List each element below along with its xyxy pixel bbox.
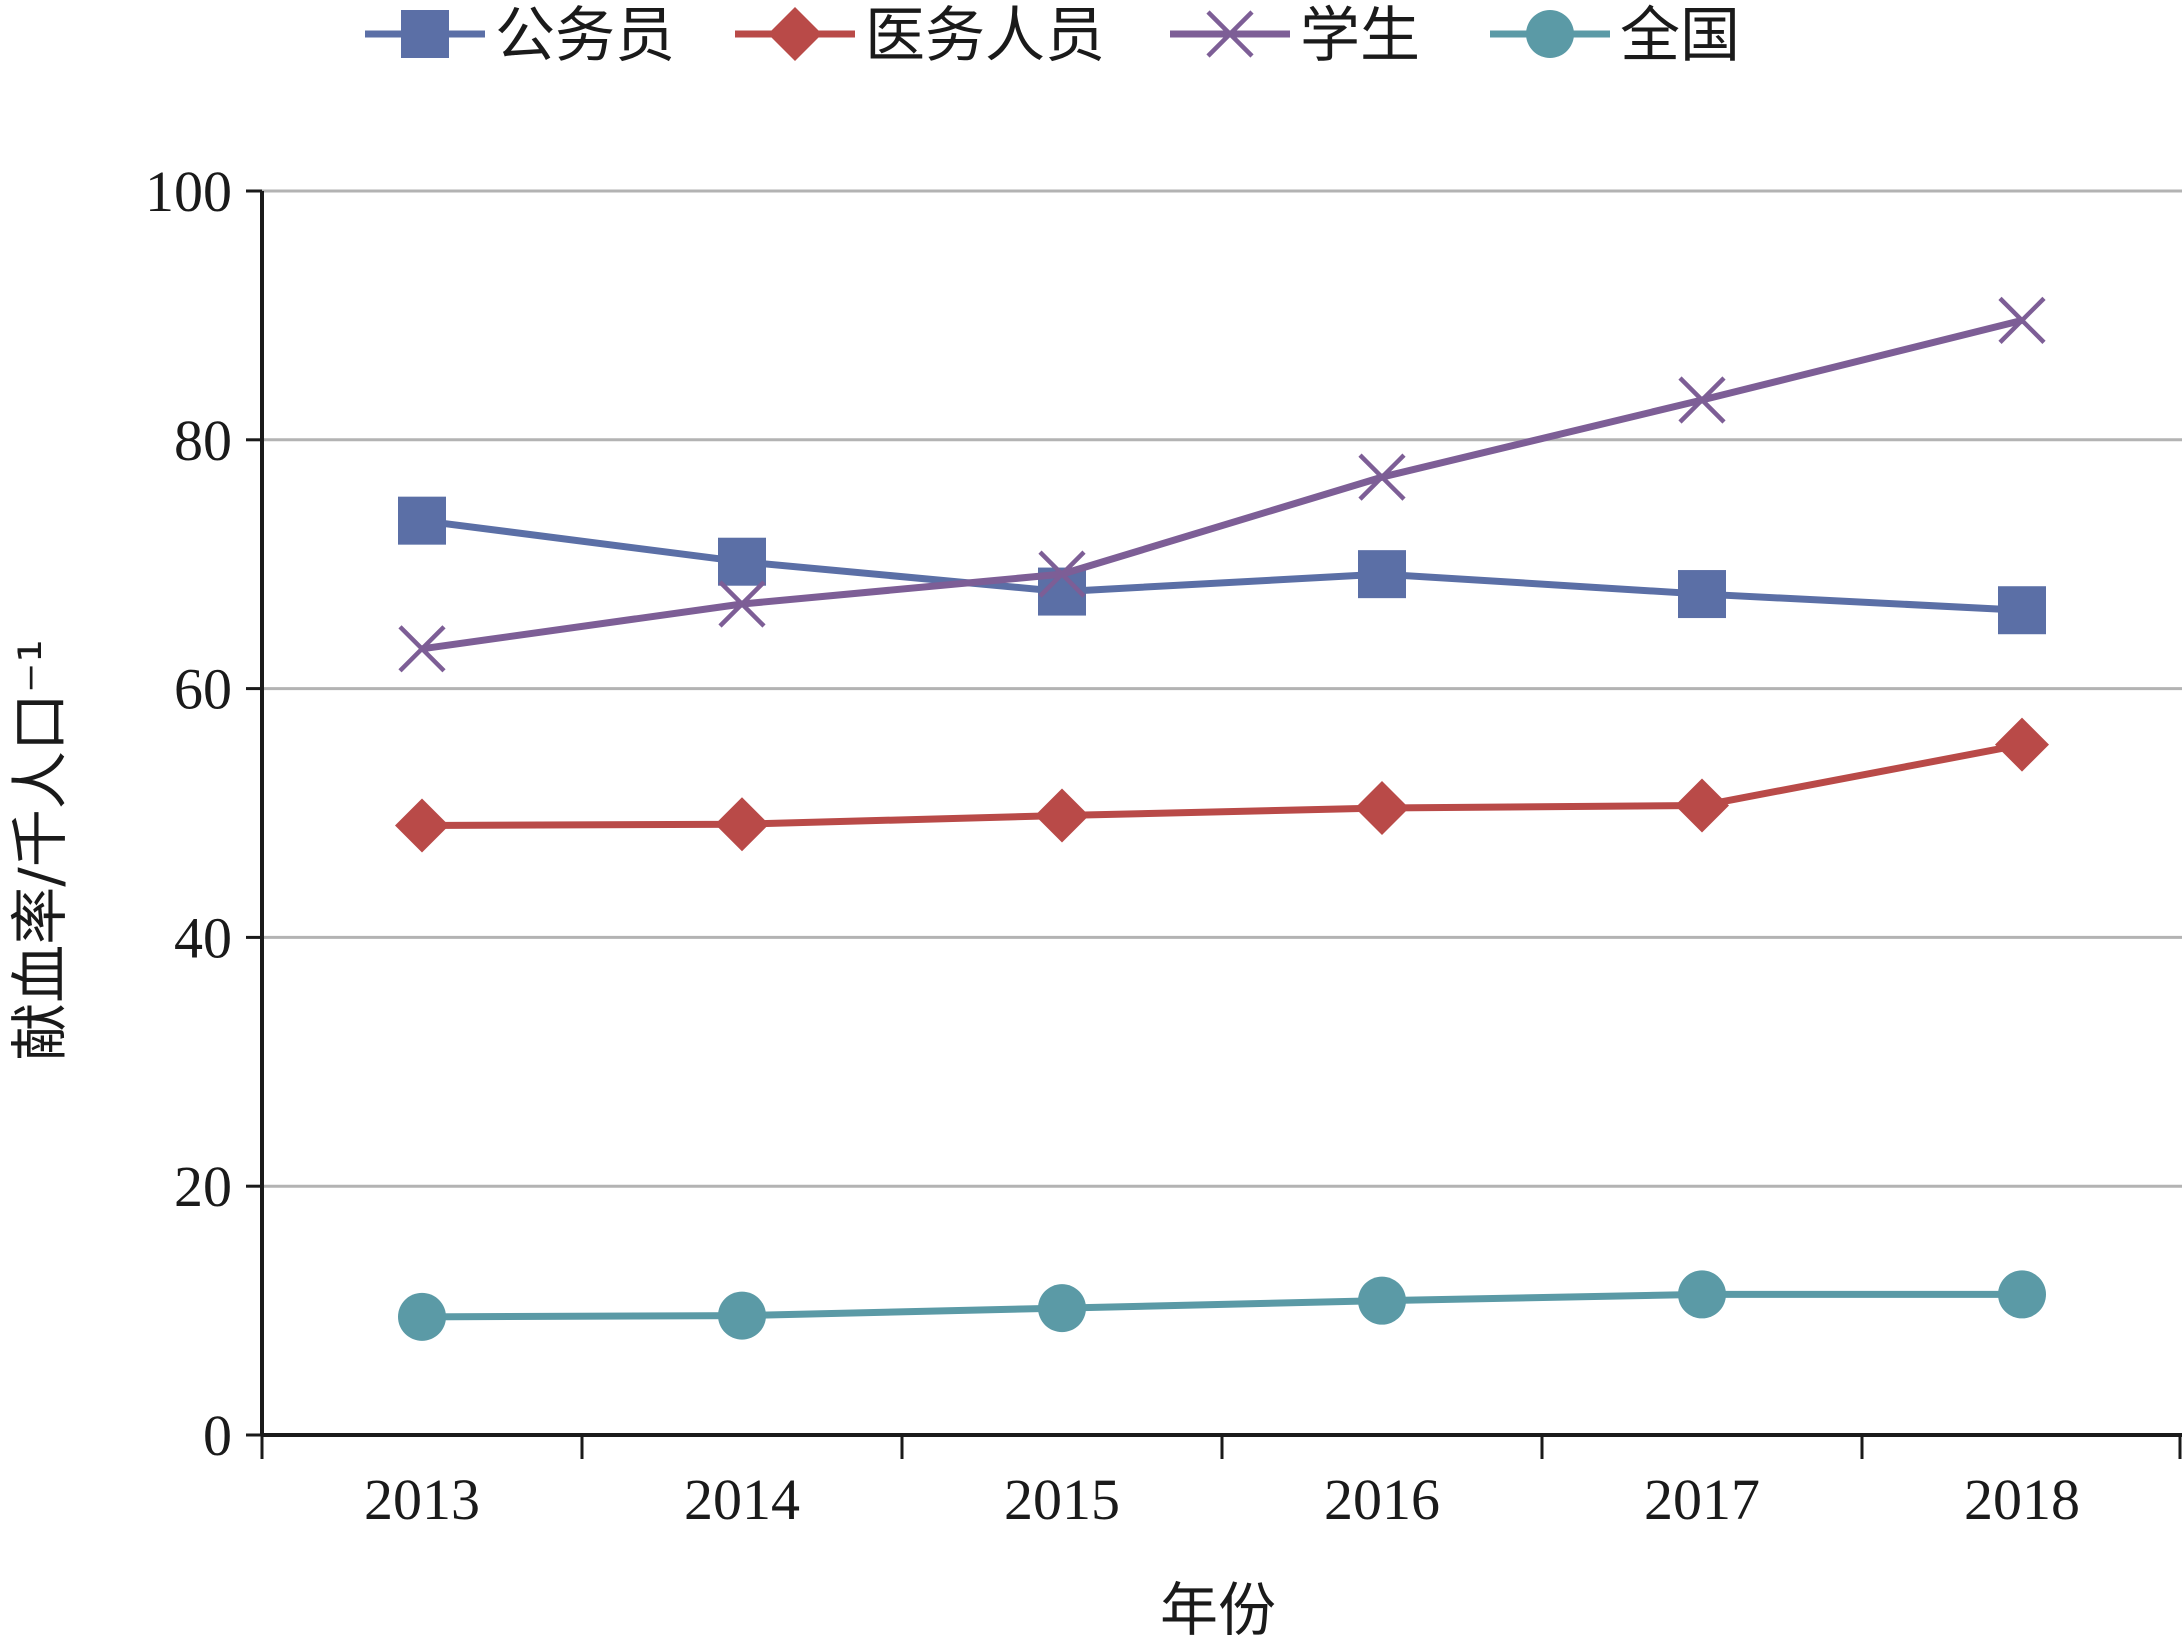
series-3-point-2015 [1038,1284,1086,1333]
series-2-point-2016 [1358,453,1406,501]
legend: 公务员 医务人员 学生 全国 [365,1,1740,71]
y-tick-label-100: 100 [145,159,232,224]
series-3-point-2018 [1998,1270,2046,1319]
y-tick-label-20: 20 [174,1154,232,1219]
x-tick-label-2018: 2018 [1964,1467,2080,1532]
series-0-point-2013 [398,496,446,545]
series-0-point-2016 [1358,550,1406,599]
series-0-point-2017 [1678,570,1726,619]
series-3-point-2016 [1358,1276,1406,1325]
legend-item-3: 全国 [1490,1,1740,71]
legend-marker-1 [768,7,822,61]
y-axis-title: 献血率/千人口⁻¹ [6,639,74,1060]
series-line-2 [421,316,2023,653]
legend-label-3: 全国 [1620,1,1740,71]
series-line-1 [421,741,2023,829]
x-tick-label-2015: 2015 [1004,1467,1120,1532]
x-tick-label-2016: 2016 [1324,1467,1440,1532]
x-tick-label-2017: 2017 [1644,1467,1760,1532]
legend-label-2: 学生 [1300,1,1420,71]
series-2 [398,296,2046,673]
series-0-point-2018 [1998,586,2046,635]
series-3-point-2013 [398,1292,446,1341]
series-1-point-2014 [715,797,769,852]
series-2-point-2014 [718,580,766,628]
series-1-point-2018 [1995,717,2049,772]
series-1 [395,717,2049,853]
series-0-point-2014 [718,537,766,586]
series-line-3 [421,1290,2022,1321]
legend-marker-0 [401,10,449,58]
y-tick-label-80: 80 [174,408,232,473]
legend-item-2: 学生 [1170,1,1420,71]
series-1-point-2016 [1355,781,1409,836]
legend-label-1: 医务人员 [865,1,1105,71]
x-tick-label-2014: 2014 [684,1467,800,1532]
series-2-point-2017 [1678,376,1726,424]
x-axis-title: 年份 [1160,1576,1276,1642]
y-tick-label-0: 0 [203,1403,232,1468]
series-2-point-2015 [1038,550,1086,598]
series-1-point-2013 [395,798,449,853]
gridlines [262,189,2182,1188]
y-tick-label-40: 40 [174,905,232,970]
legend-label-0: 公务员 [495,1,675,71]
legend-marker-3 [1526,10,1574,58]
series-0 [398,496,2046,635]
x-tick-label-2013: 2013 [364,1467,480,1532]
series-line-0 [421,517,2023,614]
series-3 [398,1270,2046,1341]
legend-marker-2 [1206,10,1254,58]
series-3-point-2014 [718,1291,766,1340]
series-1-point-2015 [1035,788,1089,843]
series-3-point-2017 [1678,1270,1726,1319]
series-2-point-2013 [398,625,446,673]
series-2-point-2018 [1998,296,2046,344]
series-1-point-2017 [1675,778,1729,833]
legend-item-0: 公务员 [365,1,675,71]
axes: 0 20 40 60 80 100 2013 2014 2015 2016 2017 2018 [145,159,2182,1532]
y-tick-label-60: 60 [174,657,232,722]
series-group [395,296,2049,1341]
legend-item-1: 医务人员 [735,1,1105,71]
